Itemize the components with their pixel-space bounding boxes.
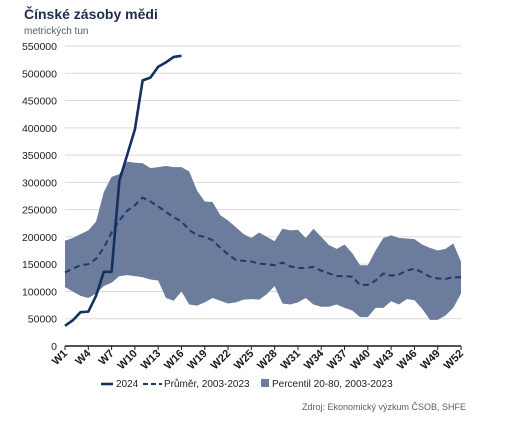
y-tick-label: 50000 <box>28 314 57 326</box>
y-tick-label: 450000 <box>22 96 57 108</box>
line-2024-layer <box>64 54 182 327</box>
x-tick-label: W7 <box>97 348 117 368</box>
x-tick-label: W37 <box>325 348 349 372</box>
y-tick-label: 550000 <box>22 41 57 53</box>
y-tick-label: 150000 <box>22 259 57 271</box>
y-tick-label: 350000 <box>22 150 57 162</box>
x-tick-label: W43 <box>372 348 396 372</box>
y-tick-labels: 0 50000 100000 150000 200000 250000 300000 3500… <box>22 41 57 353</box>
y-tick-label: 400000 <box>22 123 57 135</box>
average-line <box>64 196 461 286</box>
x-tick-label: W46 <box>395 348 419 372</box>
x-tick-label: W19 <box>185 348 209 372</box>
y-tick-label: 300000 <box>22 177 57 189</box>
y-tick-label: 500000 <box>22 68 57 80</box>
y-tick-label: 250000 <box>22 205 57 217</box>
chart-subtitle: metrických tun <box>24 26 89 37</box>
x-tick-label: W31 <box>279 348 303 372</box>
legend-label-2024: 2024 <box>116 379 139 390</box>
x-tick-label: W13 <box>139 348 163 372</box>
chart-title: Čínské zásoby mědi <box>24 6 158 22</box>
x-tick-label: W10 <box>116 348 140 372</box>
x-tick-label: W4 <box>73 347 94 368</box>
legend: 2024 Průměr, 2003-2023 Percentil 20-80, 20… <box>101 378 393 390</box>
average-line-layer <box>64 196 461 286</box>
chart-source: Zdroj: Ekonomický výzkum ČSOB, SHFE <box>301 402 466 412</box>
x-tick-label: W40 <box>348 348 372 372</box>
axes <box>64 345 462 350</box>
x-tick-label: W16 <box>162 348 186 372</box>
x-tick-label: W22 <box>209 348 233 372</box>
legend-swatch-band <box>261 379 269 387</box>
legend-label-band: Percentil 20-80, 2003-2023 <box>272 379 393 390</box>
x-tick-label: W34 <box>302 347 327 372</box>
percentile-band-layer <box>65 161 461 320</box>
x-tick-label: W52 <box>442 348 466 372</box>
x-tick-label: W25 <box>232 348 256 372</box>
y-tick-label: 200000 <box>22 232 57 244</box>
legend-label-average: Průměr, 2003-2023 <box>164 378 250 390</box>
y-tick-label: 100000 <box>22 286 57 298</box>
x-tick-label: W49 <box>418 348 442 372</box>
x-tick-labels: W1 W4 W7W10W13W16W19W22W25W28W31W34W37W40W… <box>50 347 466 372</box>
x-tick-label: W28 <box>255 348 279 372</box>
percentile-band <box>65 161 461 320</box>
line-2024 <box>64 54 182 327</box>
y-tick-label: 0 <box>51 341 57 353</box>
